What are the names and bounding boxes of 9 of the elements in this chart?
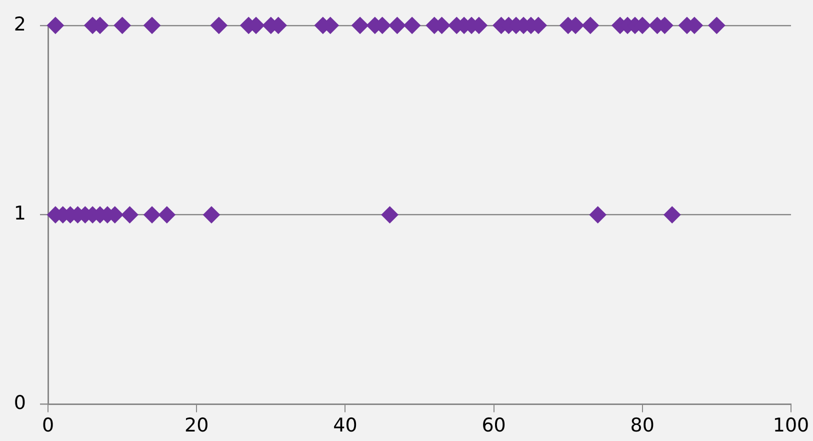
- x-tick-label: 60: [482, 414, 506, 437]
- y-tick-label: 1: [14, 202, 26, 225]
- y-tick-label: 0: [14, 392, 26, 414]
- x-tick-label: 0: [42, 414, 54, 437]
- x-tick-label: 100: [772, 414, 810, 437]
- x-tick-label: 20: [184, 414, 209, 437]
- y-tick-label: 2: [14, 13, 26, 36]
- x-tick-label: 40: [333, 414, 358, 437]
- x-tick-label: 80: [630, 414, 654, 437]
